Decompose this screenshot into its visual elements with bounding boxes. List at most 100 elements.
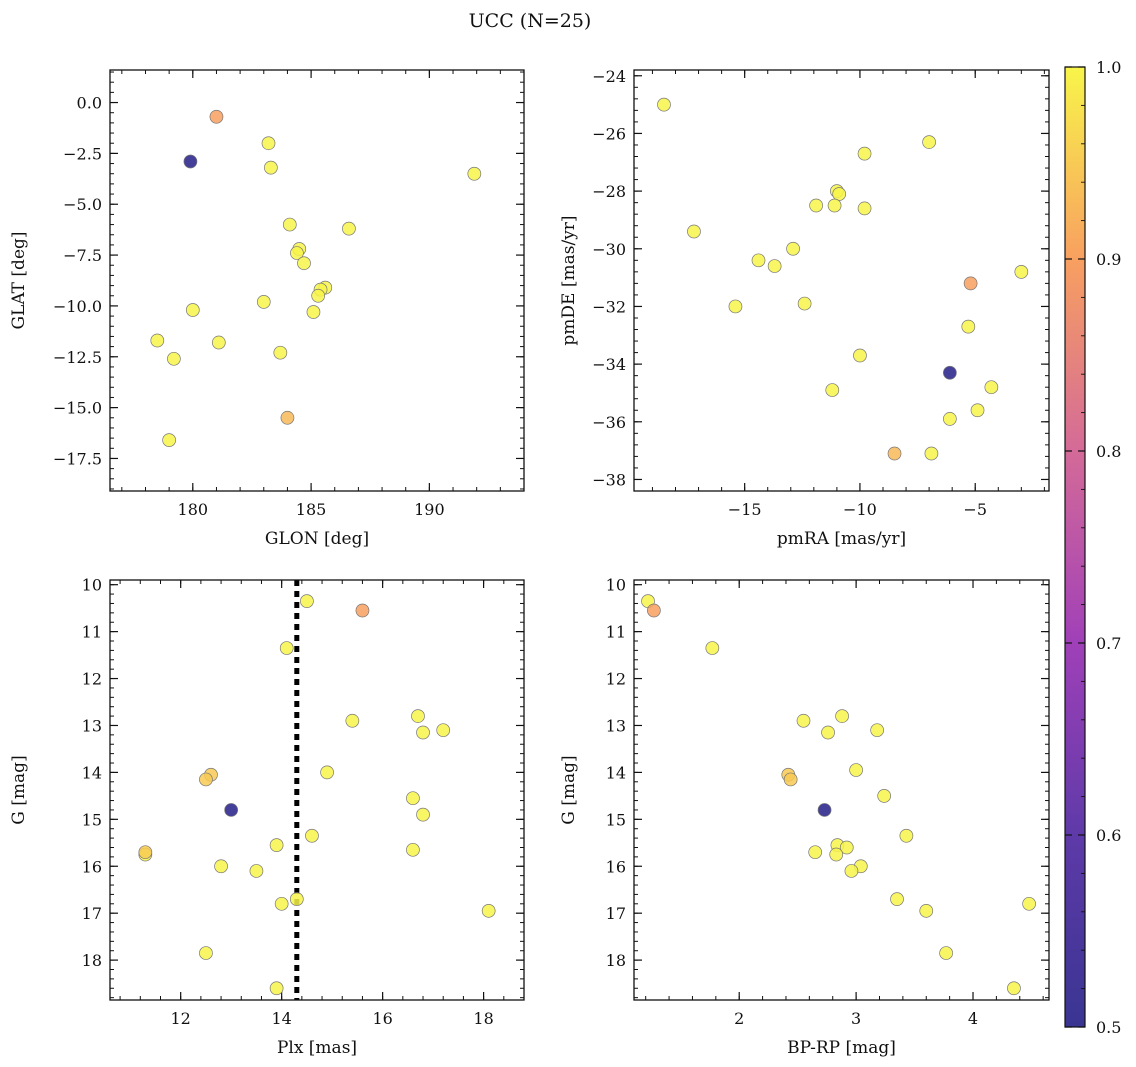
data-point: [922, 135, 936, 149]
data-point: [297, 256, 311, 271]
y-tick-label: −36: [592, 413, 626, 432]
y-tick-label: 18: [82, 951, 102, 970]
data-point: [647, 603, 661, 618]
data-point: [320, 765, 334, 780]
colorbar-tick-label: 0.5: [1096, 1018, 1121, 1037]
colorbar-tick-label: 1.0: [1096, 58, 1121, 77]
panel-4: 2 3 4 10 11 12 13 14 15 16 17 18 BP-RP [mag] G [mag]: [559, 576, 1050, 1058]
y-tick-label: −28: [592, 182, 626, 201]
data-point: [274, 896, 289, 911]
y-tick-label: −5.0: [63, 195, 102, 214]
chart-title: UCC (N=25): [469, 10, 592, 32]
panel-1: 180 185 190 0.0 −2.5 −5.0 −7.5 −10.0 −12.5 −15.0 −…: [9, 69, 525, 549]
colorbar-tick-label: 0.8: [1096, 442, 1121, 461]
x-axis-label: BP-RP [mag]: [787, 1038, 896, 1058]
data-point: [687, 224, 701, 239]
colorbar-gradient: [1064, 66, 1086, 1028]
data-point: [436, 723, 451, 738]
data-point: [984, 380, 999, 395]
y-tick-label: 12: [82, 670, 102, 689]
y-tick-label: −32: [592, 297, 626, 316]
y-tick-label: 10: [82, 576, 102, 595]
data-point: [835, 709, 849, 723]
x-axis-label: Plx [mas]: [277, 1038, 357, 1058]
data-point: [839, 840, 854, 855]
data-point: [280, 410, 295, 425]
data-point: [919, 903, 934, 918]
data-point: [657, 97, 671, 112]
x-tick-label: 180: [178, 500, 209, 519]
data-point: [185, 303, 200, 317]
y-tick-label: 17: [606, 904, 626, 923]
y-tick-label: 10: [606, 576, 626, 595]
colorbar-tick-label: 0.7: [1096, 634, 1121, 653]
y-axis-label: GLAT [deg]: [9, 231, 29, 329]
data-point: [406, 842, 420, 857]
data-point: [256, 295, 271, 309]
panels: 180 185 190 0.0 −2.5 −5.0 −7.5 −10.0 −12.5 −15.0 −…: [9, 67, 1050, 1058]
x-tick-label: −15: [728, 500, 762, 519]
data-point: [796, 713, 811, 728]
data-point: [963, 276, 978, 291]
data-point: [199, 772, 213, 787]
data-point: [183, 154, 198, 169]
data-point: [406, 791, 420, 806]
panel-3: 12 14 16 18 10 11 12 13 14 15 16 17 18 Plx [mas] G [ma…: [9, 576, 525, 1058]
y-tick-label: 17: [82, 904, 102, 923]
data-point: [273, 345, 288, 360]
x-tick-label: −5: [963, 500, 987, 519]
data-point: [853, 348, 867, 363]
data-point: [961, 319, 976, 334]
y-tick-label: 14: [82, 763, 102, 782]
data-point: [306, 305, 321, 319]
y-tick-label: 16: [606, 857, 626, 876]
x-tick-label: 16: [372, 1009, 392, 1028]
data-point: [829, 847, 844, 862]
x-tick-label: 3: [851, 1009, 861, 1028]
data-point: [827, 198, 842, 213]
data-point: [282, 217, 297, 232]
data-point: [783, 772, 798, 787]
data-point: [300, 594, 314, 608]
y-tick-label: 15: [82, 810, 102, 829]
y-tick-label: −15.0: [53, 399, 102, 418]
data-point: [261, 136, 276, 151]
y-axis-label: G [mag]: [559, 755, 579, 824]
data-point: [844, 864, 859, 878]
y-tick-label: −24: [592, 67, 626, 86]
data-point: [305, 828, 319, 843]
y-tick-label: 11: [606, 623, 626, 642]
y-tick-label: 13: [606, 716, 626, 735]
data-point: [269, 981, 284, 996]
y-tick-label: −30: [592, 240, 626, 259]
y-tick-label: −10.0: [53, 297, 102, 316]
data-point: [857, 146, 872, 161]
data-point: [751, 253, 766, 268]
axes-frame: [633, 69, 1050, 492]
data-point: [150, 333, 165, 348]
data-point: [264, 160, 278, 175]
data-point: [943, 365, 957, 380]
data-point: [289, 892, 304, 906]
x-tick-label: 18: [473, 1009, 493, 1028]
data-point: [416, 807, 430, 822]
data-point: [342, 221, 356, 236]
x-tick-label: −10: [843, 500, 877, 519]
y-tick-label: −38: [592, 470, 626, 489]
x-tick-label: 190: [414, 500, 445, 519]
y-tick-label: 15: [606, 810, 626, 829]
data-point: [355, 603, 370, 618]
y-axis-label: pmDE [mas/yr]: [559, 215, 579, 345]
data-point: [809, 198, 823, 213]
data-point: [162, 433, 176, 448]
x-axis-label: GLON [deg]: [265, 529, 369, 549]
data-point: [899, 828, 914, 843]
data-point: [832, 187, 847, 201]
x-tick-label: 2: [734, 1009, 744, 1028]
data-point: [870, 723, 885, 738]
data-point: [817, 803, 832, 817]
y-tick-label: −17.5: [53, 449, 102, 468]
colorbar: 0.5 0.6 0.7 0.8 0.9 1.0: [1064, 58, 1121, 1037]
y-tick-label: −7.5: [63, 246, 102, 265]
